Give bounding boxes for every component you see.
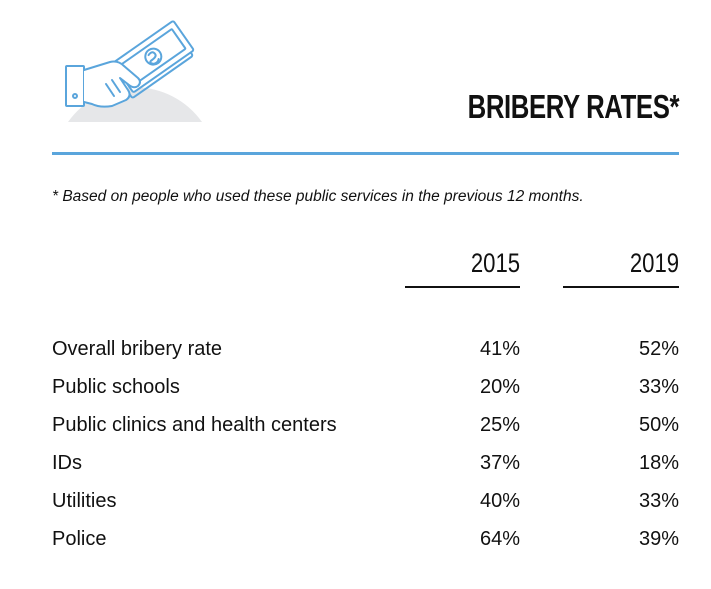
row-label: IDs: [52, 452, 82, 474]
bribery-table: Overall bribery rate 41% 52% Public scho…: [52, 333, 679, 561]
value-2015: 41%: [479, 338, 520, 360]
row-label: Utilities: [52, 490, 117, 512]
value-2015: 64%: [479, 528, 520, 550]
row-label: Public clinics and health centers: [52, 414, 337, 436]
value-2019: 33%: [638, 376, 679, 398]
value-2015: 20%: [479, 376, 520, 398]
row-label: Police: [52, 528, 107, 550]
table-row: Overall bribery rate 41% 52%: [52, 333, 679, 371]
value-2015: 25%: [479, 414, 520, 436]
value-2019: 50%: [638, 414, 679, 436]
table-row: Police 64% 39%: [52, 523, 679, 561]
hand-giving-money-icon: [52, 10, 222, 122]
value-2019: 33%: [638, 490, 679, 512]
column-underline-2015: [405, 286, 520, 288]
row-label: Overall bribery rate: [52, 338, 223, 360]
value-2015: 40%: [479, 490, 520, 512]
value-2015: 37%: [479, 452, 520, 474]
page-title: BRIBERY RATES*: [467, 88, 680, 125]
table-row: Public clinics and health centers 25% 50…: [52, 409, 679, 447]
column-header-2019: 2019: [629, 248, 679, 278]
footnote: * Based on people who used these public …: [52, 188, 584, 205]
table-row: Public schools 20% 33%: [52, 371, 679, 409]
value-2019: 39%: [638, 528, 679, 550]
column-underline-2019: [563, 286, 679, 288]
accent-divider: [52, 152, 679, 155]
table-row: IDs 37% 18%: [52, 447, 679, 485]
value-2019: 52%: [638, 338, 679, 360]
row-label: Public schools: [52, 376, 180, 398]
table-row: Utilities 40% 33%: [52, 485, 679, 523]
value-2019: 18%: [638, 452, 679, 474]
column-header-2015: 2015: [470, 248, 520, 278]
